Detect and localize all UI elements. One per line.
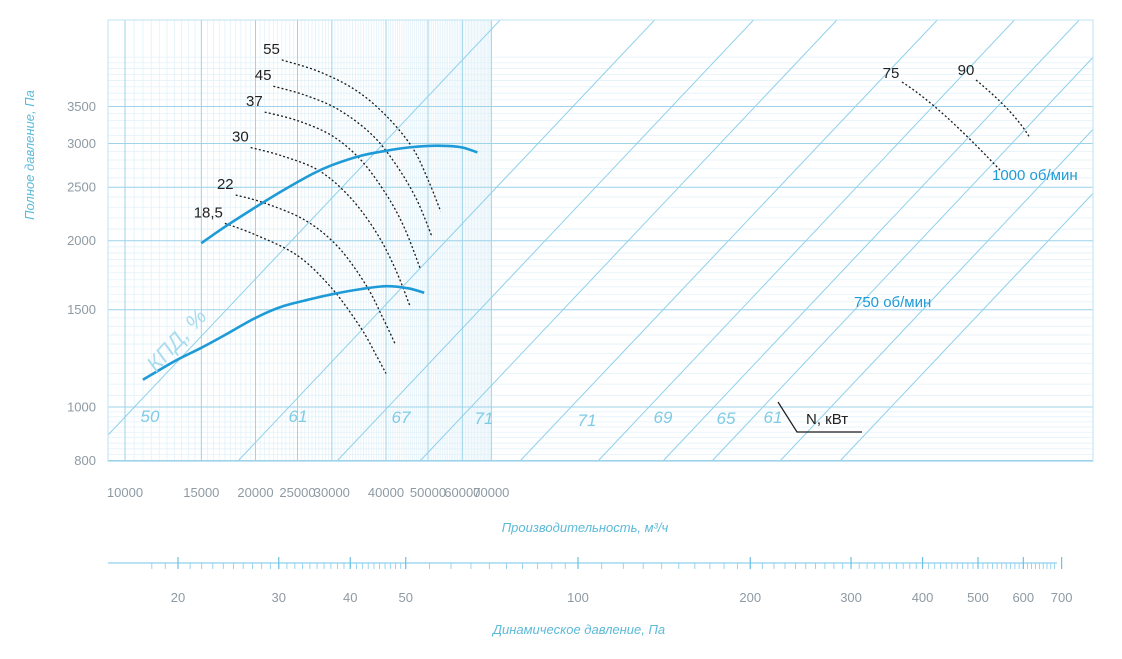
efficiency-label: 61 (764, 408, 783, 427)
x-tick-label: 20000 (237, 485, 273, 500)
power-curve-label: 37 (246, 93, 263, 110)
y-axis-title: Полное давление, Па (22, 90, 37, 220)
power-curve (281, 59, 442, 212)
rpm-curve (142, 284, 425, 381)
power-curve-label: 45 (255, 67, 272, 84)
x-tick-label: 25000 (279, 485, 315, 500)
x-tick-label: 70000 (473, 485, 509, 500)
x-tick-label: 60000 (444, 485, 480, 500)
power-curve (273, 85, 433, 237)
y-tick-label: 3500 (67, 99, 96, 114)
power-curve (224, 222, 387, 374)
efficiency-line (711, 56, 1093, 461)
power-curve (264, 111, 421, 269)
power-curve (901, 81, 1001, 171)
power-curve-label: 22 (217, 176, 234, 193)
secondary-tick-label: 20 (171, 590, 185, 605)
rpm-curve-label: 1000 об/мин (992, 167, 1078, 184)
y-tick-label: 2000 (67, 233, 96, 248)
y-tick-label: 1500 (67, 302, 96, 317)
x-tick-label: 15000 (183, 485, 219, 500)
secondary-tick-label: 30 (272, 590, 286, 605)
x-tick-label: 50000 (410, 485, 446, 500)
efficiency-line (839, 192, 1093, 461)
efficiency-label: 71 (578, 411, 597, 430)
y-tick-label: 2500 (67, 180, 96, 195)
dynamic-pressure-axis: 20 30 40 50 100 200 300 400 500 600 700 (108, 557, 1072, 605)
efficiency-label: 69 (654, 408, 673, 427)
secondary-tick-label: 400 (912, 590, 934, 605)
rpm-curve (200, 144, 478, 245)
efficiency-line (779, 128, 1093, 461)
power-curves (224, 59, 1031, 374)
secondary-tick-label: 500 (967, 590, 989, 605)
secondary-axis-title: Динамическое давление, Па (491, 622, 665, 637)
efficiency-label: 65 (717, 409, 736, 428)
rpm-curve-label: 750 об/мин (854, 294, 931, 311)
power-curve-label: 18,5 (194, 204, 223, 221)
efficiency-line (519, 20, 938, 461)
power-curve-label: 55 (263, 41, 280, 58)
efficiency-line (662, 20, 1080, 461)
x-tick-label: 30000 (314, 485, 350, 500)
y-tick-label: 800 (74, 453, 96, 468)
secondary-tick-label: 200 (739, 590, 761, 605)
y-tick-label: 3000 (67, 136, 96, 151)
x-tick-label: 10000 (107, 485, 143, 500)
secondary-tick-label: 40 (343, 590, 357, 605)
power-axis-leader (777, 401, 862, 433)
efficiency-label: 67 (392, 408, 411, 427)
efficiency-line (419, 20, 838, 461)
secondary-tick-label: 700 (1051, 590, 1073, 605)
power-axis-label: N, кВт (806, 411, 848, 428)
efficiency-label: 61 (289, 407, 308, 426)
efficiency-label: 71 (475, 409, 494, 428)
efficiency-line (597, 20, 1016, 461)
efficiency-label: 50 (141, 407, 160, 426)
x-tick-label: 40000 (368, 485, 404, 500)
secondary-tick-label: 600 (1012, 590, 1034, 605)
secondary-tick-label: 50 (398, 590, 412, 605)
power-curve (250, 146, 411, 307)
power-curve-label: 30 (232, 129, 249, 146)
x-axis-title: Производительность, м³/ч (502, 520, 669, 535)
y-tick-label: 1000 (67, 400, 96, 415)
rpm-curves (142, 144, 478, 381)
efficiency-label: 90 (958, 62, 975, 79)
efficiency-line (336, 20, 755, 461)
efficiency-label: 75 (883, 65, 900, 82)
power-curve (235, 194, 396, 345)
secondary-tick-label: 300 (840, 590, 862, 605)
power-curve (975, 79, 1031, 139)
secondary-tick-label: 100 (567, 590, 589, 605)
major-grid (108, 20, 1093, 462)
efficiency-line (237, 20, 656, 461)
